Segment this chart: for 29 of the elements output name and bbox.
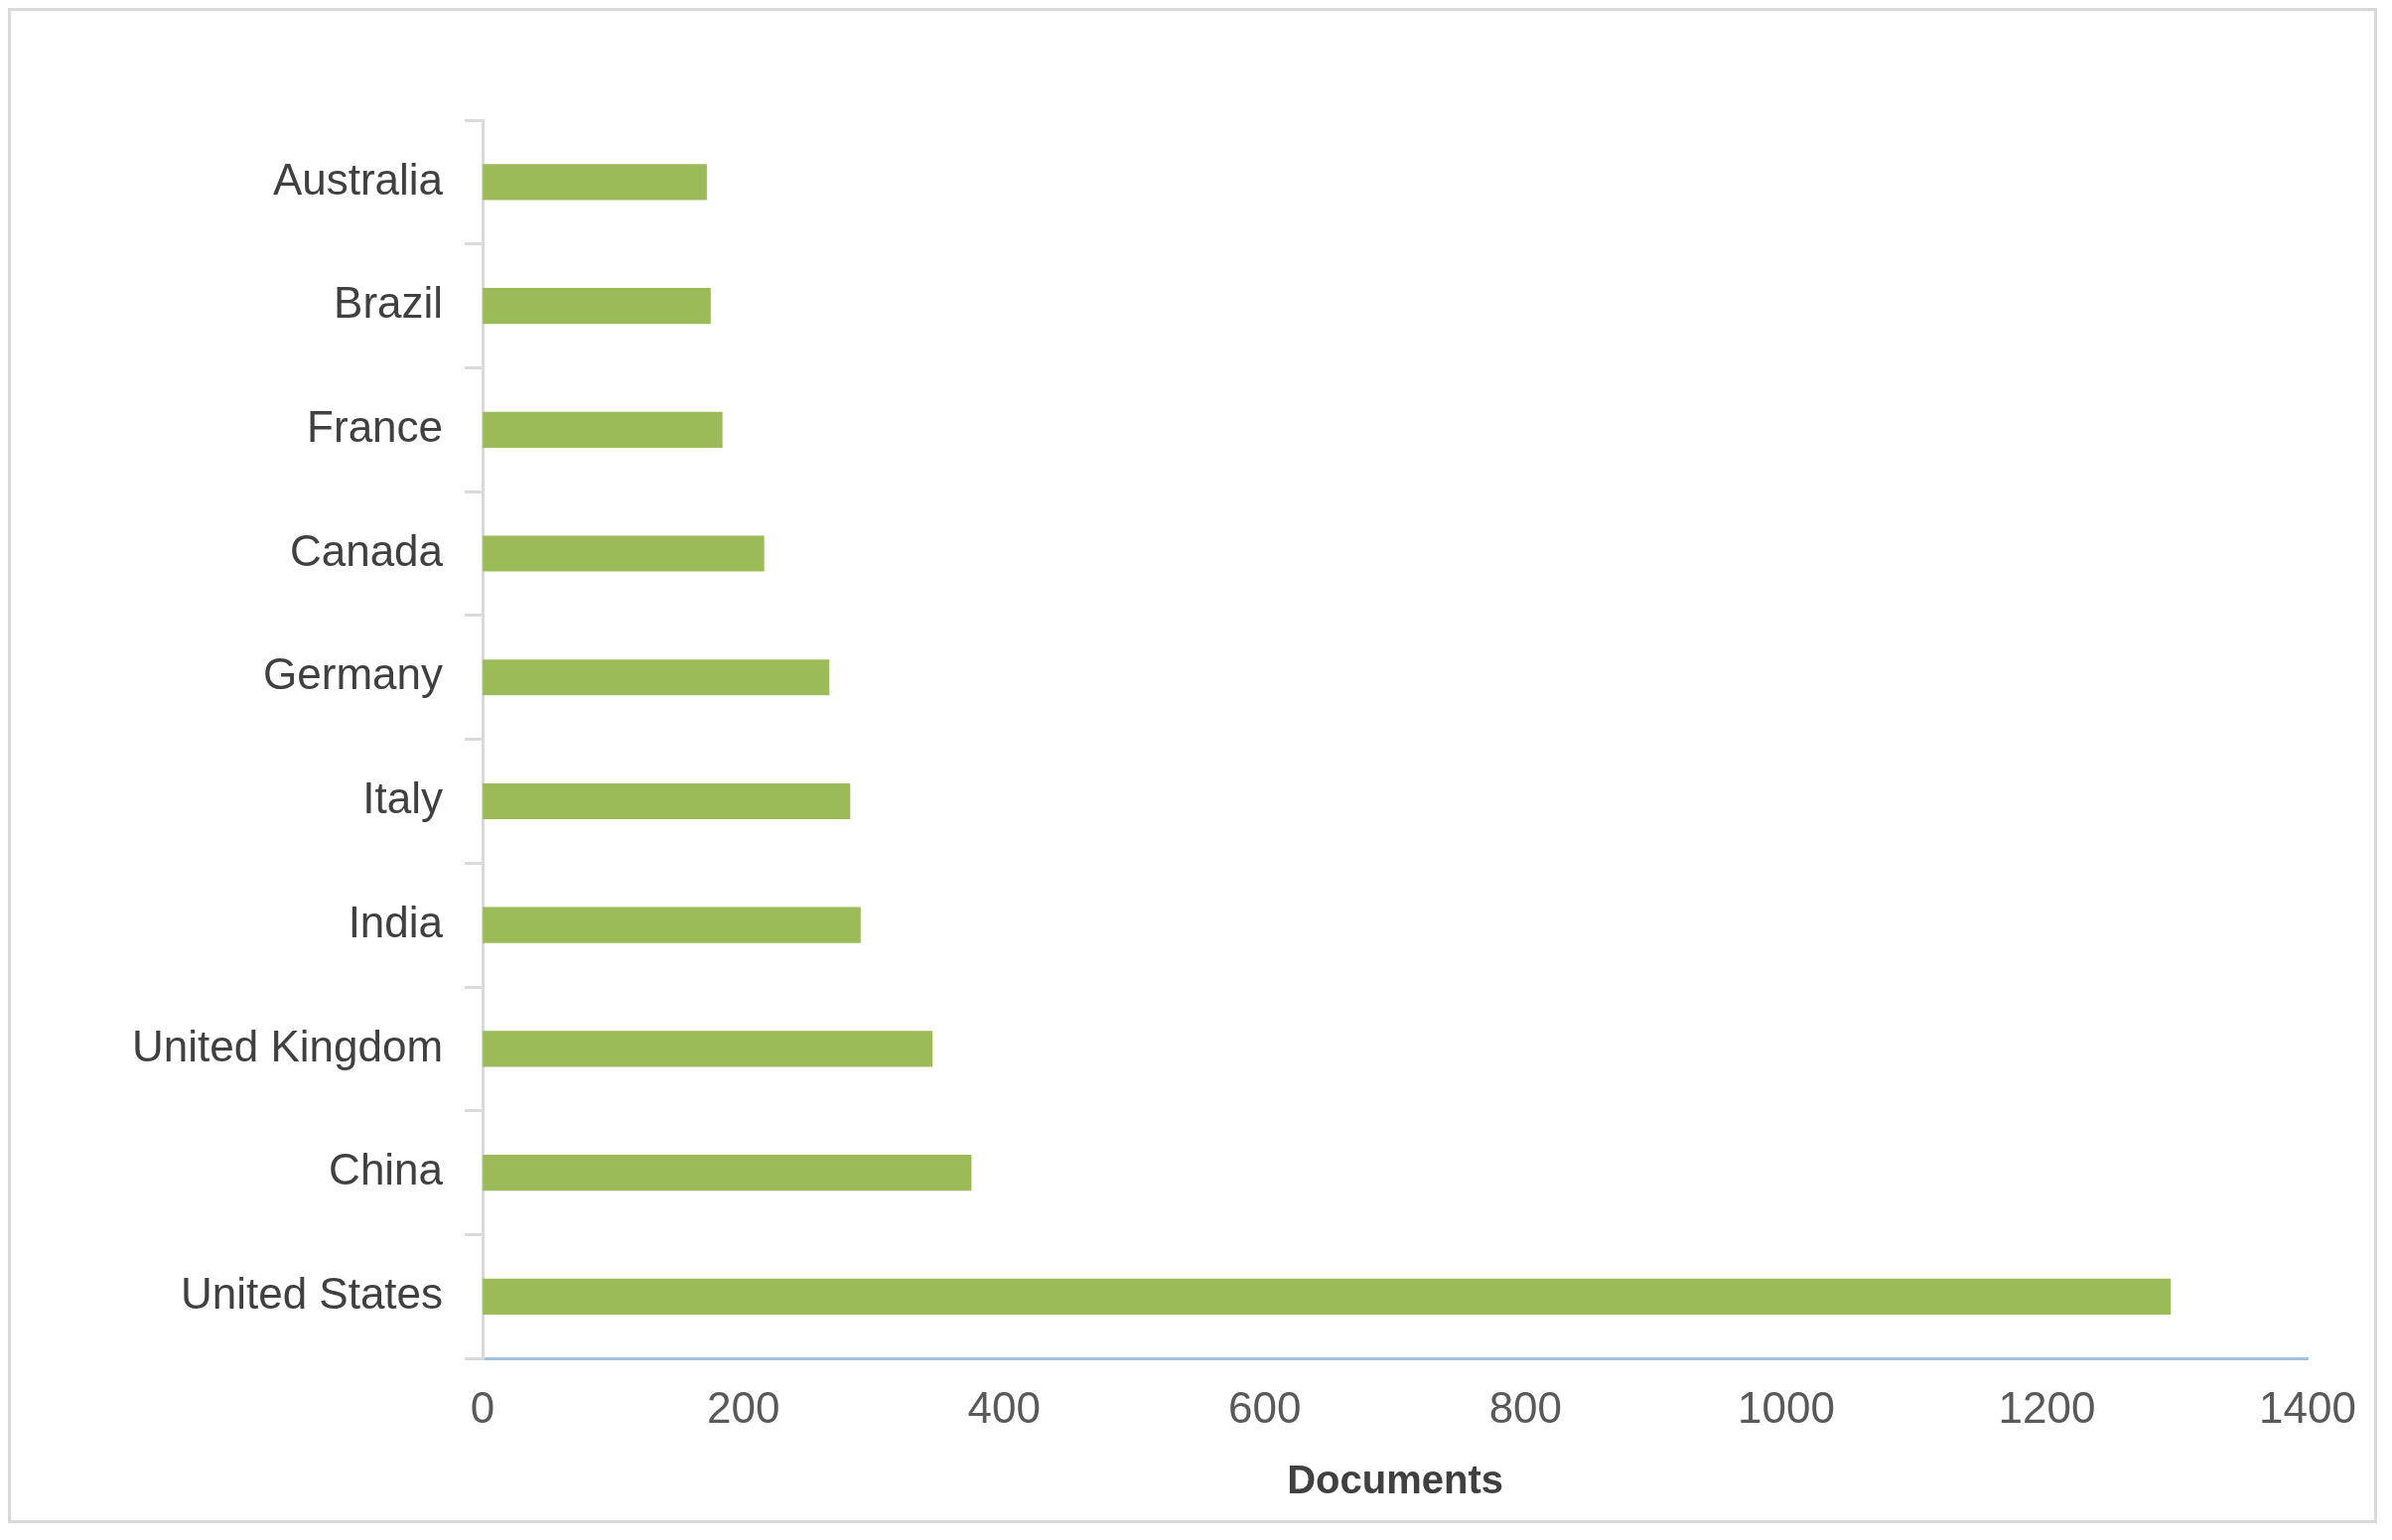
y-tick-label: India bbox=[348, 897, 444, 946]
y-tick-label: United Kingdom bbox=[131, 1021, 444, 1070]
bar bbox=[483, 1155, 972, 1191]
bar bbox=[483, 535, 765, 572]
bar bbox=[483, 411, 723, 448]
x-tick-label: 200 bbox=[706, 1382, 780, 1432]
x-tick-label: 400 bbox=[967, 1382, 1041, 1432]
bar bbox=[483, 659, 830, 696]
y-tick-label: Italy bbox=[362, 773, 444, 823]
bar bbox=[483, 164, 707, 201]
y-tick-label: France bbox=[307, 401, 444, 451]
x-tick-label: 1200 bbox=[1998, 1382, 2096, 1432]
bar bbox=[483, 1031, 932, 1067]
y-tick-label: Canada bbox=[289, 525, 444, 575]
bar bbox=[483, 288, 711, 325]
y-tick-label: Brazil bbox=[334, 278, 444, 328]
x-tick-label: 1000 bbox=[1737, 1382, 1835, 1432]
bar bbox=[483, 1278, 2172, 1315]
y-tick-label: Australia bbox=[272, 154, 444, 204]
x-tick-label: 1400 bbox=[2259, 1382, 2356, 1432]
y-tick-label: Germany bbox=[263, 649, 444, 699]
x-tick-label: 0 bbox=[470, 1382, 495, 1432]
y-tick-label: China bbox=[329, 1145, 444, 1194]
bar bbox=[483, 907, 861, 943]
bar bbox=[483, 782, 851, 820]
x-axis-title: Documents bbox=[1287, 1458, 1503, 1502]
x-tick-label: 800 bbox=[1488, 1382, 1563, 1432]
x-tick-label: 600 bbox=[1228, 1382, 1302, 1432]
y-tick-label: United States bbox=[180, 1268, 444, 1318]
